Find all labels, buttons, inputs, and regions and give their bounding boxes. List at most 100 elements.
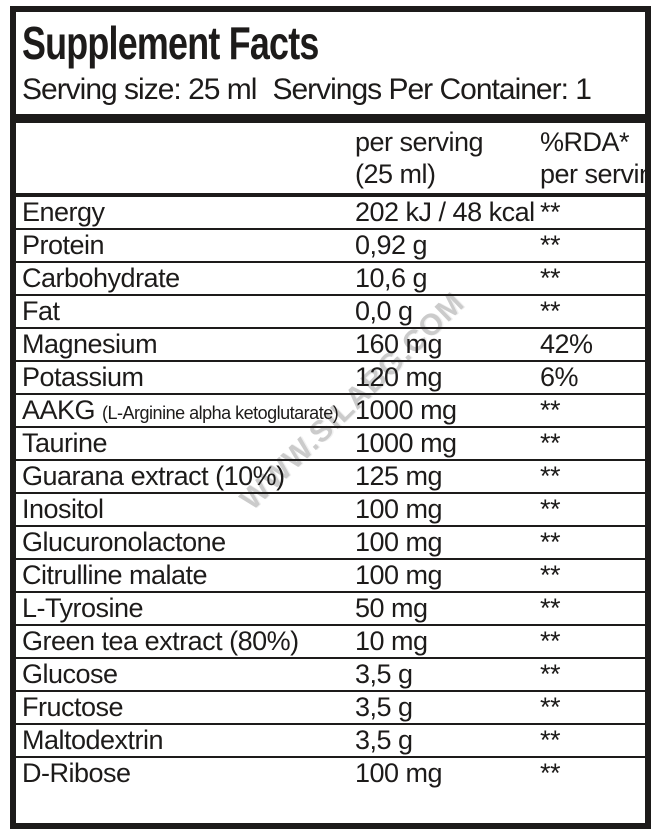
nutrient-amount: 1000 mg — [355, 395, 457, 425]
nutrient-amount: 100 mg — [355, 494, 443, 524]
nutrient-rda: 6% — [540, 362, 579, 392]
nutrient-rda: ** — [540, 626, 561, 656]
nutrient-name-cell: Carbohydrate — [16, 263, 355, 294]
table-row: Energy 202 kJ / 48 kcal ** — [16, 197, 645, 228]
nutrient-amount: 10 mg — [355, 626, 428, 656]
nutrient-name: Citrulline malate — [22, 560, 208, 590]
thick-divider — [16, 114, 645, 123]
servings-per-container: Servings Per Container: 1 — [272, 73, 592, 106]
nutrient-name: Taurine — [22, 428, 108, 458]
nutrient-name: Potassium — [22, 362, 144, 392]
nutrient-table: Energy 202 kJ / 48 kcal ** Protein 0,92 … — [16, 197, 645, 823]
table-row: Glucose 3,5 g ** — [16, 657, 645, 690]
nutrient-name: Magnesium — [22, 329, 158, 359]
nutrient-name: Green tea extract (80%) — [22, 626, 299, 656]
nutrient-name-cell: Green tea extract (80%) — [16, 626, 355, 657]
nutrient-amount: 100 mg — [355, 758, 443, 788]
table-row: Carbohydrate 10,6 g ** — [16, 261, 645, 294]
nutrient-name: Energy — [22, 197, 105, 227]
nutrient-name: Guarana extract (10%) — [22, 461, 285, 491]
table-row: Guarana extract (10%) 125 mg ** — [16, 459, 645, 492]
serving-size: Serving size: 25 ml — [22, 73, 257, 106]
nutrient-name: Fat — [22, 296, 60, 326]
nutrient-name-cell: Potassium — [16, 362, 355, 393]
nutrient-name: D-Ribose — [22, 758, 131, 788]
nutrient-name-cell: Fat — [16, 296, 355, 327]
nutrient-name-cell: Glucose — [16, 659, 355, 690]
nutrient-rda: ** — [540, 659, 561, 689]
nutrient-rda: ** — [540, 461, 561, 491]
nutrient-name-cell: Magnesium — [16, 329, 355, 360]
nutrient-name: Glucose — [22, 659, 118, 689]
supplement-facts-panel: Supplement Facts Serving size: 25 ml Serv… — [10, 6, 651, 829]
nutrient-name-cell: Maltodextrin — [16, 725, 355, 756]
column-headers: per serving (25 ml) %RDA* per serving — [16, 123, 645, 193]
nutrient-rda: ** — [540, 494, 561, 524]
nutrient-rda: ** — [540, 230, 561, 260]
nutrient-name: Protein — [22, 230, 105, 260]
nutrient-name-cell: Citrulline malate — [16, 560, 355, 591]
nutrient-rda: ** — [540, 593, 561, 623]
rda-column-header: %RDA* per serving — [540, 127, 645, 189]
table-row: Fructose 3,5 g ** — [16, 690, 645, 723]
nutrient-name: Carbohydrate — [22, 263, 180, 293]
nutrient-rda: ** — [540, 758, 561, 788]
table-row: Green tea extract (80%) 10 mg ** — [16, 624, 645, 657]
nutrient-amount: 50 mg — [355, 593, 428, 623]
table-row: Magnesium 160 mg 42% — [16, 327, 645, 360]
nutrient-rda: ** — [540, 197, 561, 227]
nutrient-rda: ** — [540, 428, 561, 458]
table-row: L-Tyrosine 50 mg ** — [16, 591, 645, 624]
nutrient-rda: ** — [540, 725, 561, 755]
table-row: Protein 0,92 g ** — [16, 228, 645, 261]
nutrient-name-cell: D-Ribose — [16, 758, 355, 789]
nutrient-name-cell: Protein — [16, 230, 355, 261]
nutrient-rda: ** — [540, 296, 561, 326]
nutrient-name-cell: Glucuronolactone — [16, 527, 355, 558]
nutrient-rda: 42% — [540, 329, 593, 359]
nutrient-rda: ** — [540, 692, 561, 722]
nutrient-amount: 100 mg — [355, 560, 443, 590]
nutrient-amount: 1000 mg — [355, 428, 457, 458]
nutrient-name-cell: Inositol — [16, 494, 355, 525]
nutrient-amount: 125 mg — [355, 461, 443, 491]
amount-column-header: per serving (25 ml) — [355, 127, 484, 189]
nutrient-name: Inositol — [22, 494, 104, 524]
table-row: D-Ribose 100 mg ** — [16, 756, 645, 823]
serving-info: Serving size: 25 ml Servings Per Containe… — [22, 73, 645, 106]
table-row: AAKG (L-Arginine alpha ketoglutarate) 10… — [16, 393, 645, 426]
table-row: Potassium 120 mg 6% — [16, 360, 645, 393]
nutrient-name-cell: Guarana extract (10%) — [16, 461, 355, 492]
nutrient-rda: ** — [540, 263, 561, 293]
table-row: Maltodextrin 3,5 g ** — [16, 723, 645, 756]
header-divider — [16, 193, 645, 197]
nutrient-amount: 3,5 g — [355, 692, 413, 722]
nutrient-name: AAKG — [22, 395, 96, 425]
nutrient-amount: 100 mg — [355, 527, 443, 557]
nutrient-name: Maltodextrin — [22, 725, 164, 755]
nutrient-amount: 120 mg — [355, 362, 443, 392]
nutrient-amount: 3,5 g — [355, 659, 413, 689]
table-row: Glucuronolactone 100 mg ** — [16, 525, 645, 558]
panel-title: Supplement Facts — [22, 17, 319, 69]
table-row: Taurine 1000 mg ** — [16, 426, 645, 459]
nutrient-amount: 10,6 g — [355, 263, 428, 293]
nutrient-rda: ** — [540, 527, 561, 557]
nutrient-amount: 0,0 g — [355, 296, 413, 326]
table-row: Fat 0,0 g ** — [16, 294, 645, 327]
nutrient-amount: 160 mg — [355, 329, 443, 359]
nutrient-name-cell: Energy — [16, 197, 355, 228]
nutrient-rda: ** — [540, 395, 561, 425]
nutrient-amount: 202 kJ / 48 kcal — [355, 197, 535, 227]
nutrient-note: (L-Arginine alpha ketoglutarate) — [102, 403, 339, 423]
nutrient-amount: 3,5 g — [355, 725, 413, 755]
nutrient-name-cell: AAKG (L-Arginine alpha ketoglutarate) — [16, 395, 355, 429]
nutrient-rda: ** — [540, 560, 561, 590]
nutrient-name: Fructose — [22, 692, 124, 722]
nutrient-name: L-Tyrosine — [22, 593, 144, 623]
nutrient-name-cell: Taurine — [16, 428, 355, 459]
nutrient-name: Glucuronolactone — [22, 527, 226, 557]
nutrient-amount: 0,92 g — [355, 230, 428, 260]
table-row: Citrulline malate 100 mg ** — [16, 558, 645, 591]
nutrient-name-cell: Fructose — [16, 692, 355, 723]
